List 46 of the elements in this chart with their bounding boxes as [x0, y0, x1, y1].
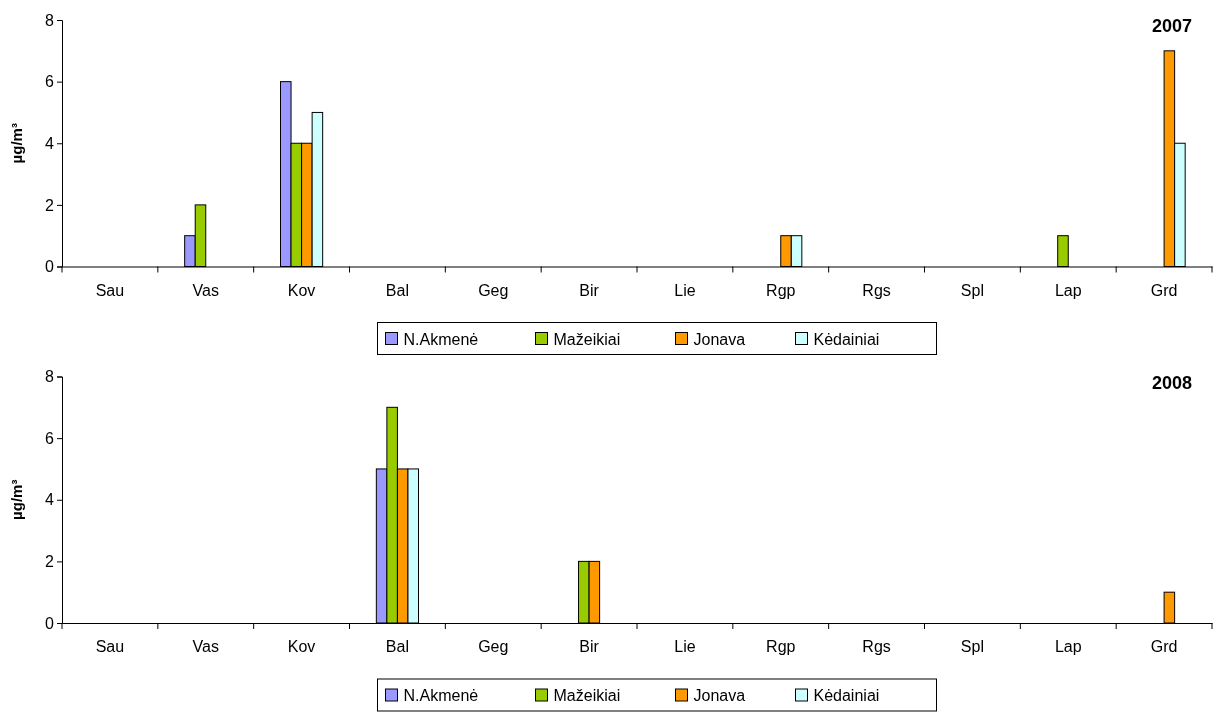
x-tick-label: Kov [287, 281, 316, 299]
x-tick-label: Rgp [766, 281, 796, 299]
x-tick-label: Sau [95, 638, 125, 656]
legend-label: Jonava [693, 687, 746, 704]
legend-label: Jonava [693, 330, 746, 348]
x-tick-label: Vas [192, 638, 219, 656]
y-tick-label: 6 [45, 429, 55, 447]
legend-label: Mažeikiai [553, 330, 621, 348]
chart-title: 2007 [1151, 16, 1192, 36]
x-tick-label: Lap [1054, 281, 1082, 299]
x-tick-label: Sau [95, 281, 125, 299]
x-tick-label: Spl [960, 281, 984, 299]
x-tick-label: Rgp [766, 638, 796, 656]
y-tick-label: 0 [45, 614, 55, 632]
legend-label: Mažeikiai [553, 687, 621, 704]
x-tick-label: Geg [478, 638, 509, 656]
y-tick-label: 4 [45, 491, 55, 509]
y-axis-title: µg/m³ [8, 123, 25, 164]
legend-label: Kėdainiai [813, 330, 880, 348]
legend-label: Kėdainiai [813, 687, 880, 704]
x-tick-label: Vas [192, 281, 219, 299]
x-tick-label: Rgs [862, 638, 891, 656]
x-tick-label: Kov [287, 638, 316, 656]
legend-label: N.Akmenė [403, 687, 479, 704]
x-tick-label: Lie [674, 281, 696, 299]
x-tick-label: Lie [674, 638, 696, 656]
y-tick-label: 2 [45, 196, 55, 214]
x-tick-label: Bal [385, 638, 409, 656]
x-tick-label: Bir [579, 638, 600, 656]
legend-label: N.Akmenė [403, 330, 479, 348]
x-tick-label: Lap [1054, 638, 1082, 656]
y-tick-label: 0 [45, 258, 55, 276]
y-tick-label: 2 [45, 552, 55, 570]
x-tick-label: Bal [385, 281, 409, 299]
x-tick-label: Rgs [862, 281, 891, 299]
y-tick-label: 6 [45, 73, 55, 91]
x-tick-label: Geg [478, 281, 509, 299]
x-tick-label: Grd [1150, 638, 1178, 656]
y-tick-label: 8 [45, 11, 55, 29]
x-tick-label: Bir [579, 281, 600, 299]
x-tick-label: Spl [960, 638, 984, 656]
chart-title: 2008 [1151, 372, 1192, 393]
y-axis-title: µg/m³ [8, 479, 25, 520]
x-tick-label: Grd [1150, 281, 1178, 299]
y-tick-label: 4 [45, 134, 55, 152]
y-tick-label: 8 [45, 368, 55, 386]
